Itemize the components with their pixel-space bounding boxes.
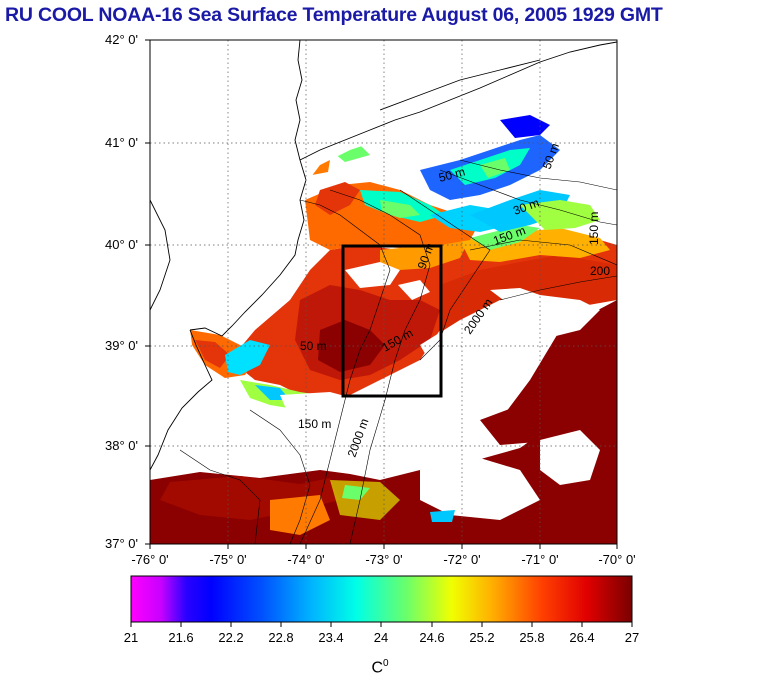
lon-label: -70° 0': [598, 552, 636, 567]
axis-ticks: [145, 39, 618, 549]
lon-label: -71° 0': [521, 552, 559, 567]
lon-label: -74° 0': [287, 552, 325, 567]
lon-label: -76° 0': [131, 552, 169, 567]
isobath-label: 200: [590, 264, 610, 278]
colorbar: [130, 575, 633, 623]
colorbar-label: 26.4: [569, 630, 595, 645]
isobath-label: 150 m: [587, 212, 601, 245]
colorbar-label: 24: [373, 630, 389, 645]
isobath-label: 50 m: [300, 339, 327, 353]
colorbar-unit: C0: [360, 658, 400, 677]
graticule: [150, 40, 617, 544]
map-title: RU COOL NOAA-16 Sea Surface Temperature …: [5, 4, 663, 26]
lat-label: 40° 0': [105, 237, 138, 252]
colorbar-label: 27: [624, 630, 640, 645]
isobath-label: 50 m: [437, 164, 466, 184]
sst-field: [150, 40, 617, 544]
colorbar-label: 22.8: [268, 630, 294, 645]
lat-label: 39° 0': [105, 338, 138, 353]
study-area-box: [341, 244, 443, 398]
colorbar-label: 24.6: [419, 630, 445, 645]
lat-label: 37° 0': [105, 536, 138, 551]
colorbar-ticks: [130, 622, 633, 627]
colorbar-label: 21.6: [168, 630, 194, 645]
lon-label: -73° 0': [365, 552, 403, 567]
unit-symbol: C: [371, 659, 383, 677]
coastline: [150, 40, 617, 471]
isobath-label: 150 m: [298, 417, 331, 431]
lon-label: -72° 0': [443, 552, 481, 567]
lat-label: 42° 0': [105, 32, 138, 47]
colorbar-label: 23.4: [318, 630, 344, 645]
colorbar-label: 25.2: [469, 630, 495, 645]
unit-superscript: 0: [383, 658, 389, 669]
colorbar-label: 25.8: [519, 630, 545, 645]
lat-label: 38° 0': [105, 438, 138, 453]
colorbar-label: 22.2: [218, 630, 244, 645]
lat-label: 41° 0': [105, 135, 138, 150]
lon-label: -75° 0': [209, 552, 247, 567]
colorbar-label: 21: [123, 630, 139, 645]
